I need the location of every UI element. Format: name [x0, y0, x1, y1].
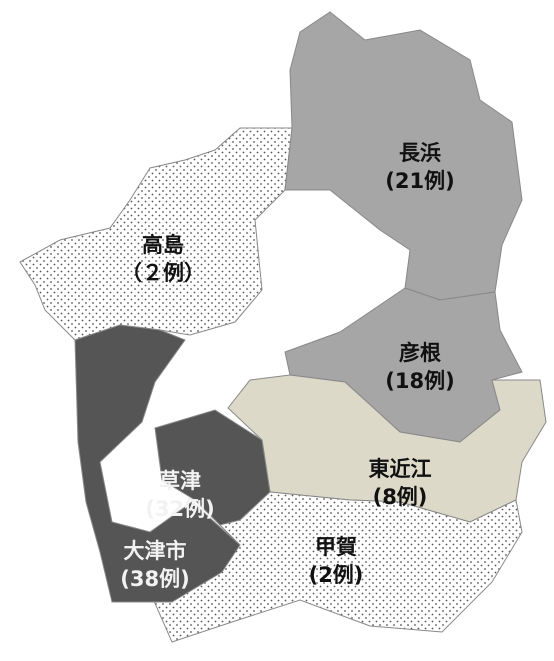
region-label: (32例)	[145, 497, 214, 521]
region-name: 草津	[159, 469, 201, 493]
region-name: 長浜	[399, 141, 441, 165]
region	[74, 324, 241, 603]
region-name: 高島	[142, 233, 184, 257]
region-label: (21例)	[385, 169, 454, 193]
region	[154, 409, 271, 526]
region-label: (8例)	[373, 485, 428, 509]
region-name: 大津市	[124, 539, 187, 563]
region-label: (18例)	[385, 369, 454, 393]
region-label: (2例)	[309, 563, 364, 587]
region-name: 彦根	[399, 341, 441, 365]
region-label: （２例）	[121, 261, 205, 285]
region-label: (38例)	[120, 567, 189, 591]
region	[284, 11, 523, 301]
region-name: 東近江	[369, 457, 432, 481]
region-name: 甲賀	[315, 535, 357, 559]
